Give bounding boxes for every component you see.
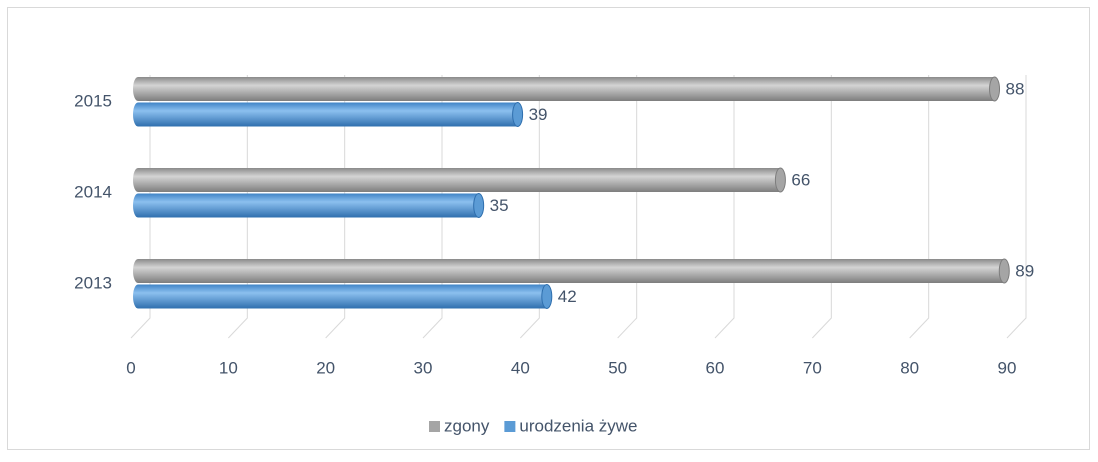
value-label: 42 xyxy=(558,287,577,306)
grid-line xyxy=(1006,75,1027,339)
value-label: 39 xyxy=(529,105,548,124)
grid-line xyxy=(909,75,930,339)
bar-cap xyxy=(473,193,485,218)
x-tick-label: 70 xyxy=(803,358,822,377)
grid-line xyxy=(325,75,346,339)
grid-line xyxy=(519,75,540,339)
x-tick-label: 10 xyxy=(219,358,238,377)
x-tick-label: 80 xyxy=(900,358,919,377)
x-tick-label: 0 xyxy=(126,358,135,377)
legend-swatch xyxy=(504,421,516,432)
bar-cap xyxy=(541,284,553,309)
grid-line xyxy=(811,75,832,339)
bar xyxy=(133,102,523,127)
legend-label: urodzenia żywe xyxy=(519,416,637,435)
bar-cap xyxy=(989,76,1001,102)
bar xyxy=(133,193,484,218)
bar xyxy=(133,284,552,309)
y-tick-label: 2014 xyxy=(74,182,112,201)
legend-swatch xyxy=(429,421,440,432)
x-tick-label: 20 xyxy=(316,358,335,377)
bar xyxy=(133,77,1000,101)
x-tick-label: 40 xyxy=(511,358,530,377)
value-label: 66 xyxy=(791,170,810,189)
grid-line xyxy=(617,75,638,339)
legend-label: zgony xyxy=(444,416,490,435)
x-tick-label: 60 xyxy=(706,358,725,377)
value-label: 35 xyxy=(490,196,509,215)
y-tick-label: 2015 xyxy=(74,91,112,110)
grid-line xyxy=(130,75,151,339)
grid-line xyxy=(714,75,735,339)
bar-cap xyxy=(774,167,786,193)
chart-frame xyxy=(7,7,1090,450)
bar xyxy=(133,168,786,192)
y-tick-label: 2013 xyxy=(74,273,112,292)
value-label: 89 xyxy=(1015,261,1034,280)
x-tick-label: 30 xyxy=(414,358,433,377)
bar-cap xyxy=(512,102,524,127)
x-tick-label: 50 xyxy=(608,358,627,377)
x-tick-label: 90 xyxy=(998,358,1017,377)
bar xyxy=(133,259,1010,283)
grid-line xyxy=(227,75,248,339)
bar-cap xyxy=(998,258,1010,284)
grid-line xyxy=(422,75,443,339)
value-label: 88 xyxy=(1006,79,1025,98)
